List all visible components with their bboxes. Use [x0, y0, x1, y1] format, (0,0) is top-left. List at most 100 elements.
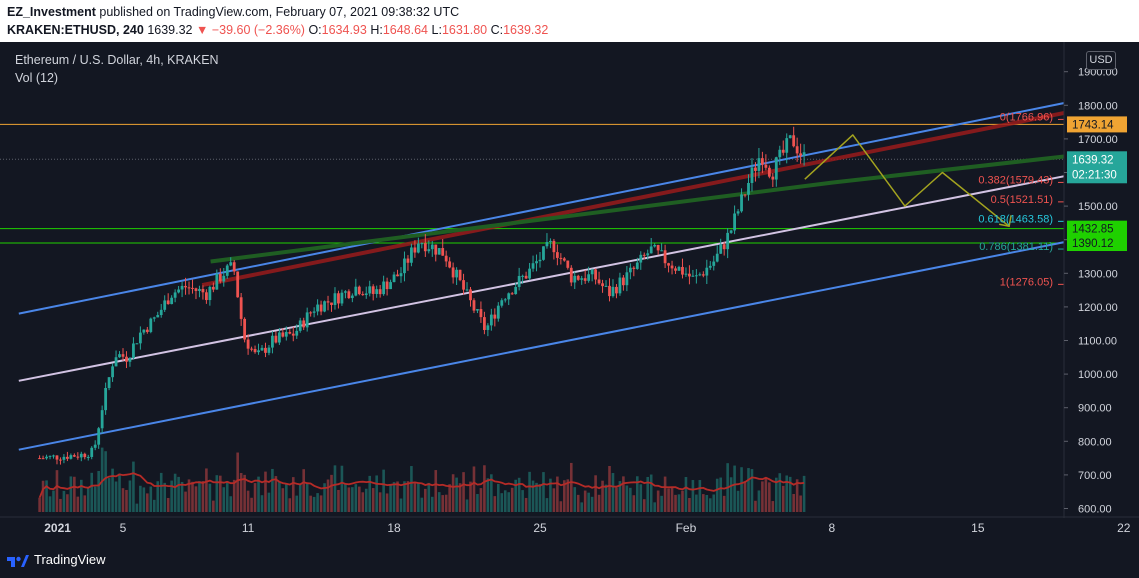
price-chart[interactable]: 0(1766.96) 0.382(1579.43) 0.5(1521.51) 0.61…: [0, 42, 1139, 545]
candle-body: [291, 333, 295, 336]
volume-bar: [507, 492, 511, 512]
volume-bar: [531, 480, 535, 512]
footer: TradingView: [0, 545, 1139, 578]
green-trend-line: [210, 154, 1064, 264]
forecast-path-line: [804, 134, 1010, 227]
candle-body: [350, 295, 354, 299]
volume-bar: [149, 486, 153, 512]
candle-body: [323, 301, 326, 312]
volume-bar: [503, 490, 507, 512]
candle-body: [663, 250, 667, 264]
candle-body: [156, 315, 160, 318]
volume-bar: [618, 481, 622, 512]
volume-bar: [712, 494, 716, 512]
candle-body: [667, 263, 670, 266]
candle-body: [62, 456, 66, 460]
countdown-text: 02:21:30: [1072, 169, 1117, 181]
volume-bar: [166, 498, 170, 512]
volume-bar: [430, 496, 434, 512]
volume-bar: [399, 498, 403, 512]
volume-bar: [333, 465, 337, 512]
volume-bar: [229, 496, 233, 512]
currency-button[interactable]: USD: [1086, 51, 1116, 70]
volume-bar: [778, 473, 782, 512]
candle-body: [646, 253, 650, 256]
candle-body: [385, 281, 389, 290]
volume-bar: [111, 468, 114, 512]
volume-bar: [587, 492, 590, 512]
candle-body: [239, 297, 243, 319]
candle-body: [750, 167, 754, 183]
volume-bar: [364, 488, 368, 512]
candle-body: [222, 275, 226, 282]
level-price-tag: [1067, 116, 1127, 133]
volume-bar: [246, 490, 250, 512]
volume-bar: [458, 483, 462, 512]
candle-body: [215, 273, 219, 290]
volume-bar: [521, 490, 524, 512]
candle-body: [594, 269, 597, 280]
candle-body: [132, 343, 135, 359]
volume-bar: [799, 495, 802, 512]
author-name[interactable]: EZ_Investment: [7, 5, 96, 19]
volume-bar: [764, 477, 768, 512]
candle-body: [792, 135, 796, 147]
candle-body: [93, 444, 97, 448]
candle-body: [97, 428, 101, 445]
volume-bar: [413, 483, 417, 512]
volume-bar: [97, 470, 100, 512]
candle-body: [378, 289, 382, 295]
volume-bar: [201, 481, 205, 512]
volume-bar: [775, 477, 778, 512]
candle-body: [611, 286, 615, 297]
volume-bar: [608, 465, 611, 512]
volume-bar: [479, 488, 483, 512]
candle-body: [632, 267, 636, 269]
volume-bar: [434, 470, 438, 512]
volume-bar: [663, 476, 667, 512]
level-price-tag: [1067, 220, 1127, 237]
candle-body: [107, 377, 111, 388]
candle-body: [649, 246, 653, 254]
volume-bar: [417, 482, 420, 512]
volume-bar: [792, 493, 795, 512]
candle-body: [747, 182, 750, 195]
volume-bar: [104, 451, 107, 512]
candle-body: [302, 320, 306, 328]
volume-bar: [691, 480, 695, 512]
candle-body: [118, 354, 121, 358]
candle-body: [416, 243, 420, 253]
candle-body: [754, 167, 757, 171]
last-price-tag: [1067, 151, 1127, 184]
volume-bar: [757, 490, 761, 512]
volume-bar: [660, 495, 663, 512]
candle-body: [698, 274, 702, 276]
volume-bar: [684, 477, 688, 512]
volume-bar: [62, 490, 66, 512]
candle-body: [232, 262, 236, 272]
candle-body: [138, 332, 142, 344]
candle-body: [517, 276, 521, 287]
volume-bar: [170, 480, 173, 512]
candle-body: [597, 279, 601, 284]
candle-body: [462, 280, 465, 290]
plot-area: [0, 102, 1064, 512]
candle-body: [166, 300, 170, 305]
candle-body: [205, 292, 208, 301]
candle-body: [639, 254, 643, 263]
tradingview-brand[interactable]: TradingView: [34, 552, 106, 567]
candle-body: [135, 343, 139, 345]
close-value: 1639.32: [503, 23, 549, 37]
candle-body: [48, 455, 52, 457]
volume-bar: [785, 475, 789, 512]
volume-bar: [715, 478, 719, 512]
candle-body: [486, 325, 490, 330]
volume-bar: [291, 477, 295, 512]
candle-body: [90, 447, 94, 457]
candle-body: [86, 456, 90, 458]
volume-bar: [59, 498, 62, 512]
volume-bar: [392, 482, 396, 512]
volume-bar: [604, 484, 608, 512]
volume-bar: [677, 494, 681, 512]
candle-body: [434, 244, 438, 255]
